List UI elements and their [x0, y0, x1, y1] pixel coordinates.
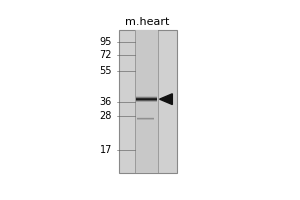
Bar [135, 30, 158, 173]
Text: 55: 55 [99, 66, 112, 76]
Polygon shape [160, 94, 172, 105]
Text: 95: 95 [100, 37, 112, 47]
Bar [119, 30, 177, 173]
Text: 36: 36 [100, 97, 112, 107]
Text: m.heart: m.heart [124, 17, 169, 27]
Text: 72: 72 [99, 50, 112, 60]
Text: 28: 28 [100, 111, 112, 121]
Text: 17: 17 [100, 145, 112, 155]
